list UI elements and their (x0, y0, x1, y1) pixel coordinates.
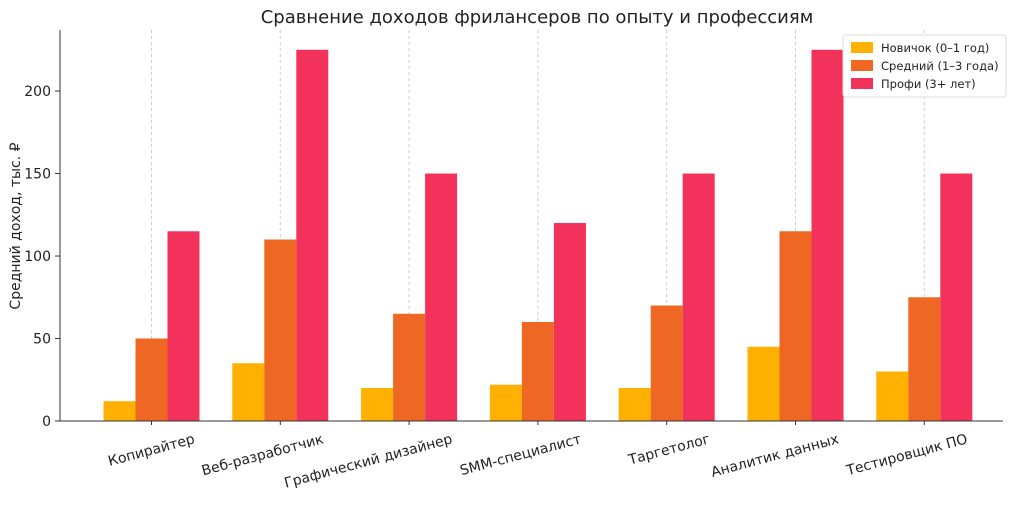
bar (553, 223, 586, 421)
bar (682, 173, 715, 421)
bar (521, 322, 554, 421)
x-tick-label: SMM-специалист (458, 431, 583, 479)
legend-swatch (851, 42, 873, 53)
x-tick-label: Копирайтер (106, 431, 196, 470)
y-tick-label: 100 (24, 249, 51, 265)
x-tick-label: Тестировщик ПО (844, 431, 969, 479)
bar (489, 384, 522, 421)
bar (361, 388, 394, 421)
x-tick-label: Таргетолог (626, 431, 712, 468)
bar (135, 338, 168, 421)
bar (908, 297, 941, 421)
bar (618, 388, 651, 421)
y-axis-label: Средний доход, тыс. ₽ (8, 142, 24, 309)
y-tick-label: 50 (33, 332, 51, 348)
y-tick-label: 200 (24, 84, 51, 100)
bar (264, 239, 297, 421)
bars-layer (103, 49, 973, 421)
bar (393, 313, 426, 421)
bar (779, 231, 812, 421)
legend-label: Средний (1–3 года) (881, 59, 999, 73)
legend: Новичок (0–1 год) Средний (1–3 года) Профи… (842, 34, 1007, 98)
legend-label: Новичок (0–1 год) (881, 41, 989, 55)
bar (811, 49, 844, 421)
legend-label: Профи (3+ лет) (881, 77, 976, 91)
bar (167, 231, 200, 421)
x-tick-label: Аналитик данных (709, 431, 840, 480)
y-tick-label: 150 (24, 167, 51, 183)
bar (876, 371, 909, 421)
bar (296, 49, 329, 421)
axes-layer (59, 30, 1003, 422)
legend-swatch (851, 60, 873, 71)
bar (232, 363, 265, 421)
y-ticks: 0 50 100 150 200 (24, 84, 60, 430)
bar (747, 346, 780, 421)
y-tick-label: 0 (42, 414, 51, 430)
bar (425, 173, 458, 421)
legend-swatch (851, 78, 873, 89)
chart-title: Сравнение доходов фрилансеров по опыту и… (261, 7, 814, 28)
bar (940, 173, 973, 421)
legend-box (842, 34, 1007, 98)
bar (103, 401, 136, 421)
bar (650, 305, 683, 421)
